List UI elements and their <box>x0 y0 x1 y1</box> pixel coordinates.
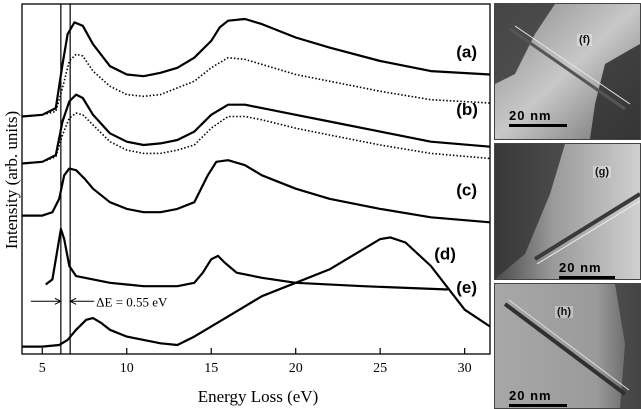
scale-bar-g: 20 nm <box>559 260 615 279</box>
scale-text-h: 20 nm <box>509 388 552 403</box>
tem-texture-g <box>495 144 640 279</box>
scale-line-f <box>509 124 567 127</box>
y-axis-title: Intensity (arb. units) <box>2 111 21 249</box>
delta-e-label: ΔE = 0.55 eV <box>96 294 168 309</box>
curve-label-b: (b) <box>456 100 478 119</box>
spectrum-a-dotted <box>21 53 491 118</box>
delta-e-arrow-left <box>30 297 62 305</box>
plot-frame <box>21 3 491 355</box>
tem-image-h: (h) 20 nm <box>494 283 641 409</box>
x-ticks: 5 10 15 20 25 30 <box>39 348 472 376</box>
tem-texture-h <box>495 284 640 408</box>
x-tick-label: 25 <box>373 361 387 376</box>
curve-label-a: (a) <box>456 43 477 62</box>
scale-text-f: 20 nm <box>509 108 552 123</box>
spectrum-e-solid <box>22 236 491 348</box>
x-tick-label: 15 <box>204 361 218 376</box>
curve-label-e: (e) <box>456 278 477 297</box>
eels-plot: 5 10 15 20 25 30 (a) (b) (c) (d) (e) ΔE = 0.55 eV… <box>2 3 491 406</box>
delta-e-annotation: ΔE = 0.55 eV <box>30 294 168 309</box>
tem-texture-f <box>495 4 640 139</box>
x-tick-label: 30 <box>458 361 472 376</box>
curve-labels: (a) (b) (c) (d)(e) <box>434 43 478 297</box>
spectrum-a-solid <box>21 17 491 118</box>
x-tick-label: 10 <box>120 361 134 376</box>
eels-spectra-chart: 5 10 15 20 25 30 (a) (b) (c) (d)(e) ΔE = 0.55 eV… <box>2 3 491 406</box>
scale-line-h <box>509 404 567 407</box>
delta-e-arrow-right <box>69 297 95 305</box>
spectra-curves <box>21 17 491 348</box>
x-tick-label: 5 <box>39 361 46 376</box>
spectrum-b-solid <box>21 93 491 165</box>
scale-text-g: 20 nm <box>559 260 602 275</box>
tem-image-f: (f) 20 nm <box>494 3 641 140</box>
x-tick-label: 20 <box>289 361 303 376</box>
tem-label-h: (h) <box>555 306 574 318</box>
x-axis-title: Energy Loss (eV) <box>198 387 319 406</box>
curve-label-c: (c) <box>456 180 477 199</box>
scale-bar-f: 20 nm <box>509 108 567 127</box>
curve-label-d: (d) <box>434 244 456 263</box>
scale-line-g <box>559 276 615 279</box>
scale-bar-h: 20 nm <box>509 388 567 407</box>
spectrum-c-solid <box>22 159 491 224</box>
tem-label-g: (g) <box>593 166 612 178</box>
spectrum-b-dotted <box>21 112 491 165</box>
edge-lines <box>60 4 71 354</box>
tem-label-f: (f) <box>577 34 592 46</box>
tem-image-g: (g) 20 nm <box>494 143 641 280</box>
spectrum-d-solid <box>45 227 448 291</box>
